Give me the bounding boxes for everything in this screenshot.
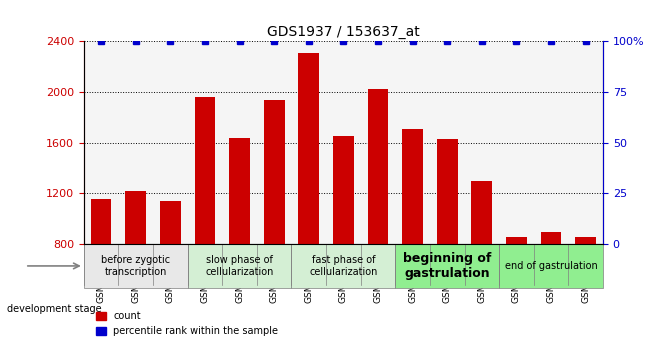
- Title: GDS1937 / 153637_at: GDS1937 / 153637_at: [267, 25, 419, 39]
- Bar: [160, 201, 181, 244]
- Legend: count, percentile rank within the sample: count, percentile rank within the sample: [92, 307, 282, 340]
- Text: development stage: development stage: [7, 304, 101, 314]
- Bar: [368, 89, 389, 244]
- Bar: [229, 138, 250, 244]
- Bar: [506, 237, 527, 244]
- Bar: [264, 100, 285, 244]
- FancyBboxPatch shape: [188, 244, 291, 288]
- Bar: [194, 97, 215, 244]
- Bar: [472, 180, 492, 244]
- FancyBboxPatch shape: [84, 244, 188, 288]
- Text: before zygotic
transcription: before zygotic transcription: [101, 255, 170, 277]
- Text: slow phase of
cellularization: slow phase of cellularization: [205, 255, 274, 277]
- FancyBboxPatch shape: [499, 244, 603, 288]
- Bar: [333, 136, 354, 244]
- Text: end of gastrulation: end of gastrulation: [505, 261, 598, 271]
- FancyBboxPatch shape: [395, 244, 499, 288]
- Bar: [298, 53, 319, 244]
- Bar: [90, 199, 111, 244]
- Text: fast phase of
cellularization: fast phase of cellularization: [309, 255, 378, 277]
- Text: beginning of
gastrulation: beginning of gastrulation: [403, 252, 491, 280]
- Bar: [125, 191, 146, 244]
- Bar: [402, 129, 423, 244]
- Bar: [541, 233, 561, 244]
- FancyBboxPatch shape: [291, 244, 395, 288]
- Bar: [437, 139, 458, 244]
- Bar: [576, 237, 596, 244]
